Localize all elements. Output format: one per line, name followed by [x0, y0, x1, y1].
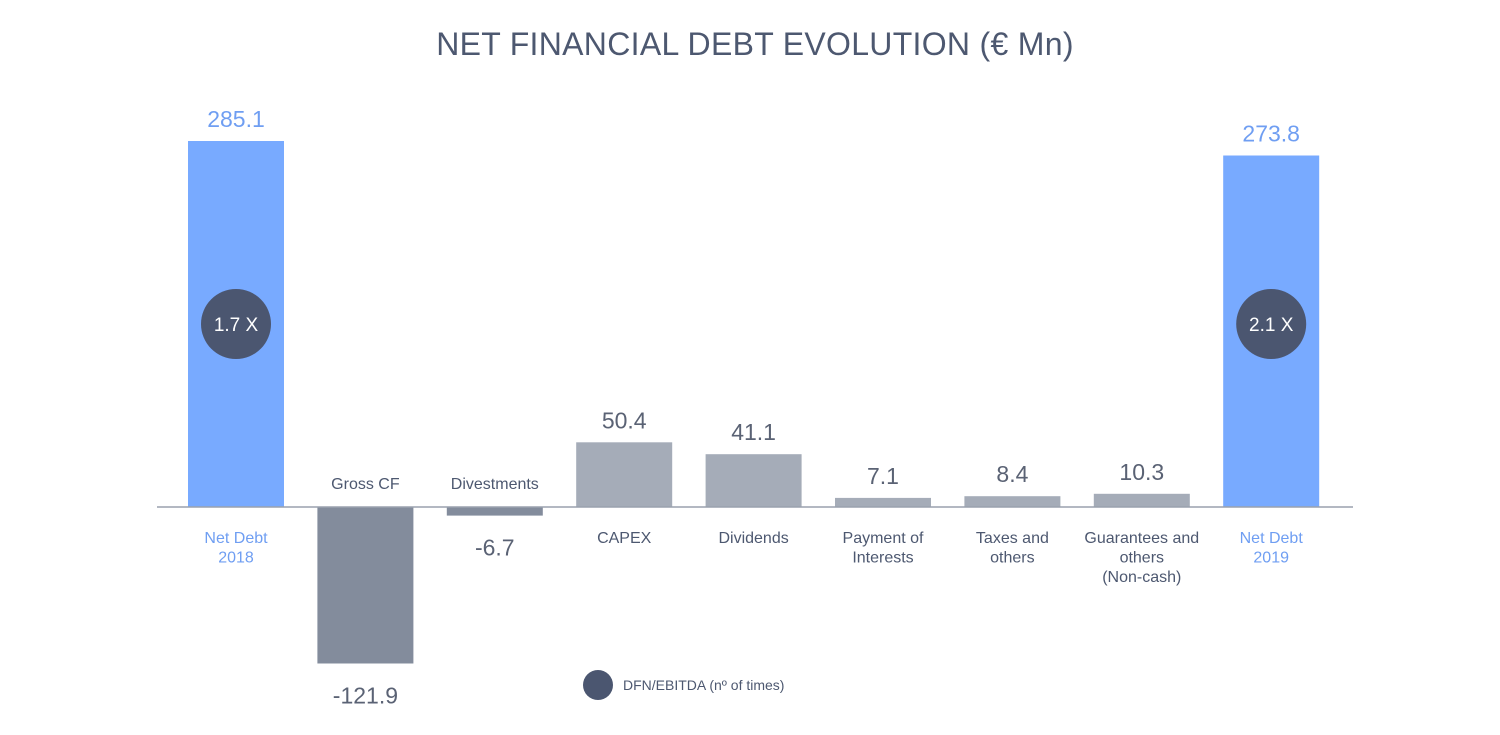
bar-5 [835, 497, 931, 507]
bar-7 [1093, 493, 1190, 507]
legend-label: DFN/EBITDA (nº of times) [623, 677, 784, 693]
category-label-7-2: (Non-cash) [1102, 569, 1181, 586]
category-label-0-1: 2018 [218, 550, 254, 567]
category-label-6-0: Taxes and [976, 530, 1049, 547]
category-label-7-1: others [1120, 550, 1164, 567]
category-label-5-1: Interests [852, 550, 913, 567]
ratio-label-0: 1.7 X [214, 315, 259, 336]
bar-3 [576, 442, 673, 507]
labels-layer: 285.1 Net Debt 2018 -121.9 Gross CF -6.7 Dives… [201, 106, 1307, 709]
ratio-badge-8 [1236, 289, 1307, 359]
bar-1 [317, 507, 414, 664]
category-label-8-0: Net Debt [1240, 530, 1304, 547]
category-label-5-0: Payment of [843, 530, 924, 547]
category-label-2-0: Divestments [451, 476, 539, 493]
ratio-label-8: 2.1 X [1249, 315, 1294, 336]
value-label-5: 7.1 [867, 463, 899, 489]
ratio-badge-0 [201, 289, 271, 359]
chart-title: NET FINANCIAL DEBT EVOLUTION (€ Mn) [436, 26, 1074, 62]
value-label-8: 273.8 [1242, 121, 1300, 147]
legend-ratio-marker [583, 670, 613, 700]
category-label-7-0: Guarantees and [1084, 530, 1199, 547]
value-label-6: 8.4 [996, 461, 1028, 487]
bar-2 [446, 507, 543, 516]
value-label-3: 50.4 [602, 407, 647, 433]
value-label-7: 10.3 [1119, 459, 1164, 485]
category-label-1-0: Gross CF [331, 476, 400, 493]
category-label-6-1: others [990, 550, 1034, 567]
value-label-2: -6.7 [475, 535, 515, 561]
bar-6 [964, 496, 1061, 507]
value-label-0: 285.1 [207, 106, 265, 132]
category-label-3-0: CAPEX [597, 530, 652, 547]
bar-4 [705, 454, 802, 507]
legend: DFN/EBITDA (nº of times) [583, 670, 784, 700]
category-label-8-1: 2019 [1253, 550, 1289, 567]
category-label-4-0: Dividends [718, 530, 788, 547]
value-label-1: -121.9 [333, 683, 398, 709]
category-label-0-0: Net Debt [204, 530, 268, 547]
value-label-4: 41.1 [731, 419, 776, 445]
